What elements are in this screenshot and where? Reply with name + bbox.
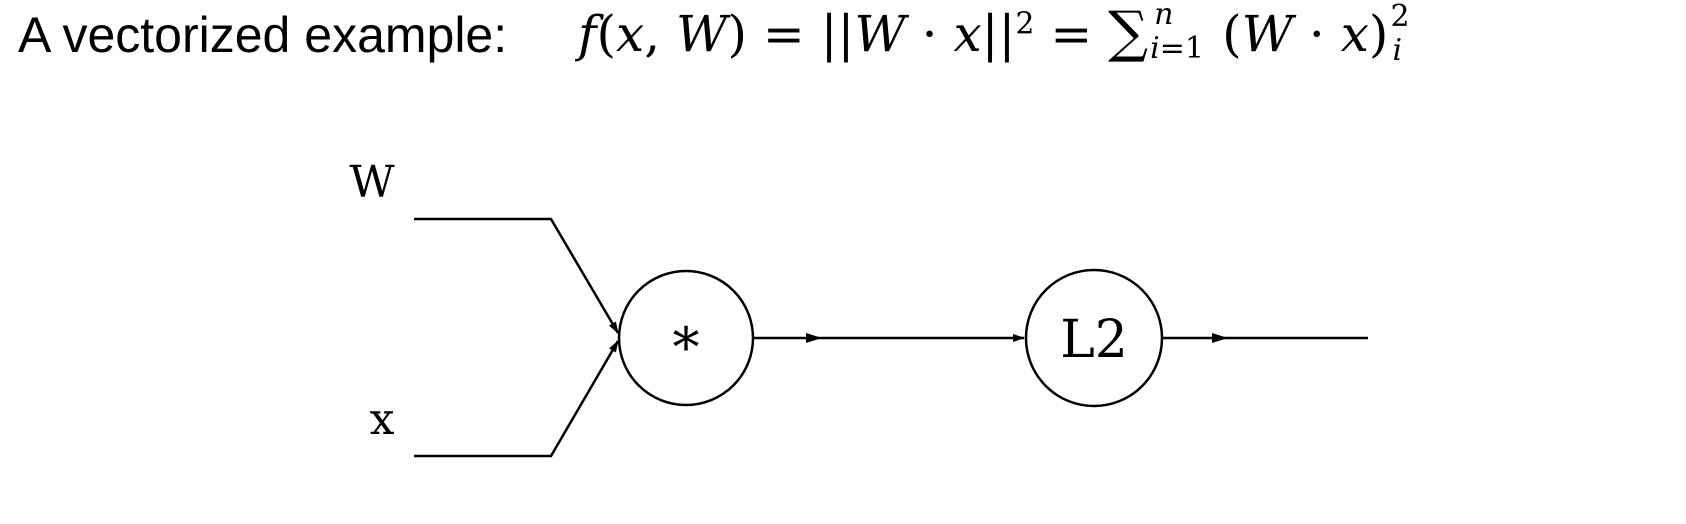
- formula-paren-W: W: [1241, 5, 1294, 63]
- input-x-label: x: [370, 394, 395, 445]
- formula-norm-exponent: 2: [1015, 6, 1035, 42]
- formula-open-paren: (: [596, 5, 617, 63]
- formula-paren-open: (: [1222, 5, 1242, 63]
- formula-f: f: [578, 5, 597, 63]
- formula-dot-2: ·: [1293, 5, 1341, 63]
- x-input-edge: [414, 340, 620, 458]
- formula-norm-x: x: [953, 5, 982, 63]
- formula-sum-lower-eq: =1: [1159, 31, 1204, 66]
- formula-sum-lower-i: i: [1150, 31, 1160, 66]
- formula-sum-symbol: ∑: [1108, 0, 1149, 65]
- formula-equals-2: =: [1034, 5, 1109, 63]
- formula-equals-1: =: [746, 5, 821, 63]
- formula-sum-upper: n: [1154, 0, 1174, 32]
- formula-W: W: [676, 5, 728, 63]
- formula-norm-close: ||: [981, 5, 1016, 63]
- formula-tail-subscript: i: [1392, 33, 1403, 68]
- formula-norm-open: ||: [820, 5, 855, 63]
- l2-node-label: L2: [1060, 310, 1128, 370]
- formula-paren-close: ): [1368, 5, 1389, 63]
- w-input-edge: [414, 217, 620, 334]
- formula-comma: ,: [644, 5, 677, 63]
- formula-x: x: [616, 5, 645, 63]
- input-w-label: W: [349, 157, 395, 208]
- output-edge-arrow: [1212, 333, 1228, 343]
- formula-close-paren: ): [727, 5, 747, 63]
- formula-norm-W: W: [854, 5, 906, 63]
- formula-sum-lower: i=1: [1150, 31, 1204, 66]
- formula-sum-limits: n i=1: [1150, 0, 1222, 73]
- formula-dot-1: ·: [905, 5, 954, 63]
- formula-paren-x: x: [1340, 5, 1369, 63]
- formula: f(x, W) = ||W · x||2 = ∑ n i=1 (W · x) 2 i: [578, 0, 1412, 73]
- formula-tail-exponent: 2: [1390, 0, 1410, 34]
- page-title: A vectorized example:: [18, 7, 508, 63]
- multiply-to-l2-mid-arrow: [806, 333, 822, 343]
- multiply-node-label: *: [673, 316, 700, 379]
